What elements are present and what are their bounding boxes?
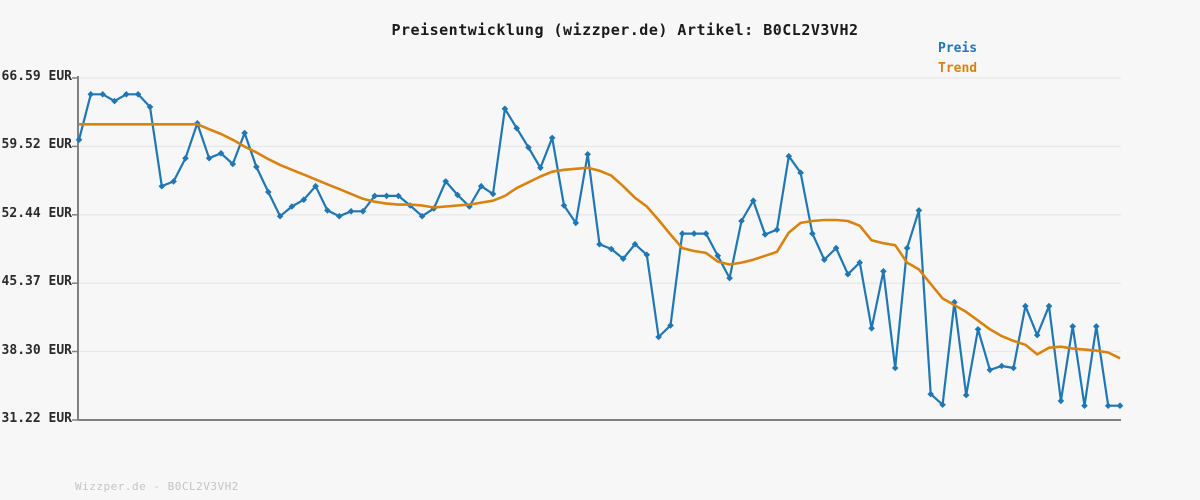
y-tick-label: 38.30 EUR	[1, 342, 72, 358]
y-tick-label: 59.52 EUR	[1, 137, 72, 153]
legend-item-trend: Trend	[938, 61, 978, 76]
y-tick-label: 45.37 EUR	[1, 274, 72, 290]
y-tick-label: 66.59 EUR	[1, 69, 72, 84]
trend-line	[79, 123, 1121, 360]
y-tick-label: 31.22 EUR	[1, 411, 72, 426]
watermark-text: Wizzper.de - B0CL2V3VH2	[75, 480, 239, 493]
legend: Preis Trend	[938, 39, 977, 79]
y-tick-label: 52.44 EUR	[1, 205, 72, 221]
legend-item-preis: Preis	[938, 41, 978, 56]
chart-title: Preisentwicklung (wizzper.de) Artikel: B…	[391, 21, 859, 39]
